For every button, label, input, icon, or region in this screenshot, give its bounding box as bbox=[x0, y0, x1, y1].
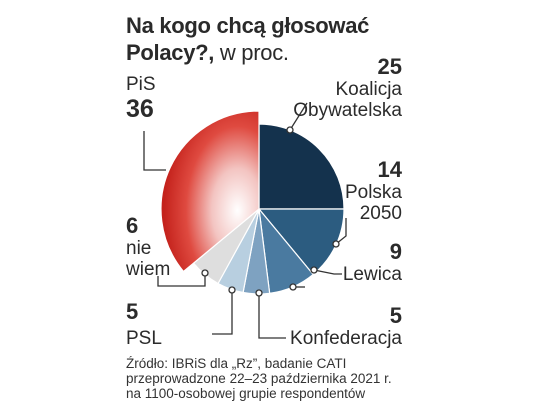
label-pis: PiS 36 bbox=[126, 74, 206, 123]
label-nw-name-1: nie bbox=[126, 238, 152, 259]
label-nw-name-2: wiem bbox=[126, 259, 171, 280]
chart-title: Na kogo chcą głosować Polacy?, w proc. bbox=[126, 12, 426, 66]
label-pis-value: 36 bbox=[126, 95, 154, 123]
leader-line-psl bbox=[212, 290, 233, 335]
label-nw: 6 nie wiem bbox=[126, 213, 206, 281]
pie-slice-pis bbox=[160, 110, 260, 273]
label-p2050: 14 Polska 2050 bbox=[330, 157, 402, 225]
leader-dot-ko bbox=[286, 126, 294, 134]
pie-slice-koalicja-obywatelska bbox=[258, 123, 345, 210]
label-konf-value: 5 bbox=[389, 303, 402, 328]
source-line-2: przeprowadzone 22–23 października 2021 r… bbox=[126, 371, 392, 386]
label-lew: 9 Lewica bbox=[330, 239, 402, 286]
leader-line-konf-2 bbox=[258, 293, 286, 339]
label-p2050-value: 14 bbox=[377, 157, 402, 182]
source-line-3: na 1100-osobowej grupie respondentów bbox=[126, 386, 366, 401]
label-ko-name-2: Obywatelska bbox=[293, 100, 402, 121]
label-psl-value: 5 bbox=[126, 299, 139, 324]
title-main: Na kogo chcą głosować Polacy?, bbox=[126, 13, 370, 65]
leader-line-nw bbox=[157, 273, 206, 287]
label-ko: 25 Koalicja Obywatelska bbox=[290, 54, 402, 122]
label-lew-value: 9 bbox=[389, 239, 402, 264]
leader-dot-nw bbox=[201, 269, 209, 277]
label-nw-value: 6 bbox=[126, 213, 139, 238]
leader-dot-lew bbox=[310, 266, 318, 274]
label-ko-name-1: Koalicja bbox=[335, 79, 402, 100]
leader-dot-psl bbox=[228, 286, 236, 294]
label-konf-name: Konfederacja bbox=[290, 328, 402, 349]
source-note: Źródło: IBRiS dla „Rz”, badanie CATI prz… bbox=[126, 356, 446, 401]
leader-line-ko bbox=[289, 102, 308, 131]
label-p2050-name-2: 2050 bbox=[359, 203, 402, 224]
label-pis-name: PiS bbox=[126, 74, 156, 95]
label-konf: 5 Konfederacja bbox=[270, 303, 402, 350]
label-lew-name: Lewica bbox=[342, 264, 402, 285]
leader-dot-konf-2 bbox=[255, 289, 263, 297]
label-psl-name: PSL bbox=[126, 328, 162, 349]
title-unit: w proc. bbox=[219, 40, 289, 65]
leader-dot-p2050 bbox=[332, 240, 340, 248]
leader-line-lew bbox=[313, 269, 342, 275]
leader-dot-konf bbox=[289, 283, 297, 291]
leader-line-pis bbox=[143, 131, 166, 171]
source-line-1: Źródło: IBRiS dla „Rz”, badanie CATI bbox=[126, 356, 347, 371]
label-psl: 5 PSL bbox=[126, 299, 206, 350]
leader-line-p2050 bbox=[335, 218, 347, 245]
label-p2050-name-1: Polska bbox=[344, 182, 402, 203]
label-ko-value: 25 bbox=[377, 54, 402, 79]
